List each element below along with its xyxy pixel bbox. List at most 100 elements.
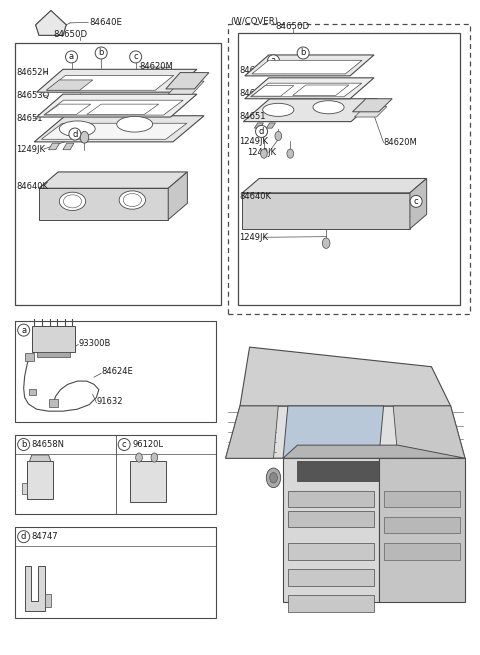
Polygon shape	[39, 172, 187, 188]
Ellipse shape	[263, 103, 294, 117]
Polygon shape	[251, 83, 362, 97]
Ellipse shape	[60, 121, 95, 137]
Text: 84620M: 84620M	[384, 138, 417, 147]
Circle shape	[151, 453, 157, 462]
Polygon shape	[393, 406, 465, 458]
Polygon shape	[410, 178, 427, 229]
Text: 84653Q: 84653Q	[239, 89, 272, 98]
Polygon shape	[242, 178, 427, 193]
Polygon shape	[34, 116, 204, 142]
Circle shape	[287, 149, 294, 159]
Text: 93300B: 93300B	[78, 339, 110, 348]
Polygon shape	[45, 594, 51, 607]
Circle shape	[261, 149, 267, 159]
Text: 84624E: 84624E	[101, 367, 133, 377]
Text: 84652H: 84652H	[239, 66, 272, 75]
Polygon shape	[288, 510, 374, 527]
Polygon shape	[298, 462, 379, 481]
Ellipse shape	[119, 191, 145, 209]
Text: 84653Q: 84653Q	[16, 91, 50, 100]
Polygon shape	[48, 143, 60, 150]
Polygon shape	[245, 78, 374, 99]
Polygon shape	[36, 94, 197, 117]
Circle shape	[261, 127, 267, 136]
Text: 84651: 84651	[239, 112, 265, 121]
Polygon shape	[283, 445, 465, 458]
Ellipse shape	[60, 192, 85, 210]
Polygon shape	[166, 73, 209, 89]
Polygon shape	[240, 347, 451, 406]
Polygon shape	[384, 543, 460, 559]
Text: b: b	[98, 48, 104, 58]
Ellipse shape	[117, 117, 153, 132]
Text: 1249JK: 1249JK	[239, 137, 268, 145]
Text: 84640K: 84640K	[239, 193, 271, 201]
Bar	[228, 24, 470, 314]
Polygon shape	[243, 99, 377, 122]
Bar	[15, 43, 221, 305]
Polygon shape	[24, 566, 45, 610]
Bar	[238, 33, 460, 305]
Polygon shape	[293, 85, 349, 96]
Polygon shape	[283, 406, 384, 458]
Circle shape	[270, 473, 277, 483]
Text: a: a	[69, 52, 74, 62]
Text: 84651: 84651	[16, 114, 43, 123]
Text: 84650D: 84650D	[53, 29, 87, 39]
Polygon shape	[29, 389, 36, 396]
Text: (W/COVER): (W/COVER)	[230, 17, 278, 26]
Polygon shape	[36, 352, 70, 357]
Circle shape	[266, 468, 281, 487]
Text: 1249JK: 1249JK	[247, 148, 276, 157]
Polygon shape	[352, 99, 392, 112]
Polygon shape	[36, 69, 197, 92]
Polygon shape	[226, 406, 278, 458]
Text: 84640K: 84640K	[16, 183, 48, 191]
Polygon shape	[288, 595, 374, 612]
Text: d: d	[259, 127, 264, 136]
Polygon shape	[266, 123, 276, 128]
Bar	[15, 436, 216, 514]
Bar	[15, 321, 216, 422]
Polygon shape	[168, 172, 187, 219]
Polygon shape	[354, 107, 387, 117]
Polygon shape	[288, 491, 374, 507]
Text: a: a	[271, 56, 276, 66]
Text: 84652H: 84652H	[16, 68, 49, 77]
Text: 84640E: 84640E	[89, 18, 122, 27]
Text: 1249JK: 1249JK	[239, 233, 268, 242]
Text: b: b	[21, 440, 26, 449]
Polygon shape	[24, 353, 34, 361]
Polygon shape	[27, 462, 53, 499]
Polygon shape	[379, 458, 465, 602]
Polygon shape	[48, 399, 58, 407]
Polygon shape	[226, 406, 465, 458]
Polygon shape	[22, 483, 27, 494]
Text: 91632: 91632	[96, 397, 123, 406]
Bar	[149, 470, 161, 495]
Polygon shape	[44, 100, 183, 115]
Polygon shape	[168, 81, 204, 94]
Polygon shape	[245, 55, 374, 76]
Circle shape	[136, 453, 143, 462]
Text: 84658N: 84658N	[32, 440, 65, 449]
Text: a: a	[21, 326, 26, 335]
Circle shape	[80, 132, 89, 143]
Polygon shape	[39, 188, 168, 219]
Polygon shape	[384, 491, 460, 507]
Polygon shape	[288, 543, 374, 559]
Polygon shape	[63, 143, 74, 150]
Polygon shape	[252, 60, 362, 74]
Text: 84650D: 84650D	[276, 22, 310, 31]
Text: c: c	[133, 52, 138, 62]
Polygon shape	[36, 10, 66, 35]
Polygon shape	[32, 326, 75, 352]
Text: b: b	[300, 48, 306, 58]
Polygon shape	[288, 569, 374, 586]
Polygon shape	[252, 86, 294, 96]
Bar	[15, 527, 216, 618]
Polygon shape	[46, 80, 93, 90]
Text: c: c	[122, 440, 127, 449]
Polygon shape	[45, 104, 91, 115]
Polygon shape	[130, 462, 166, 502]
